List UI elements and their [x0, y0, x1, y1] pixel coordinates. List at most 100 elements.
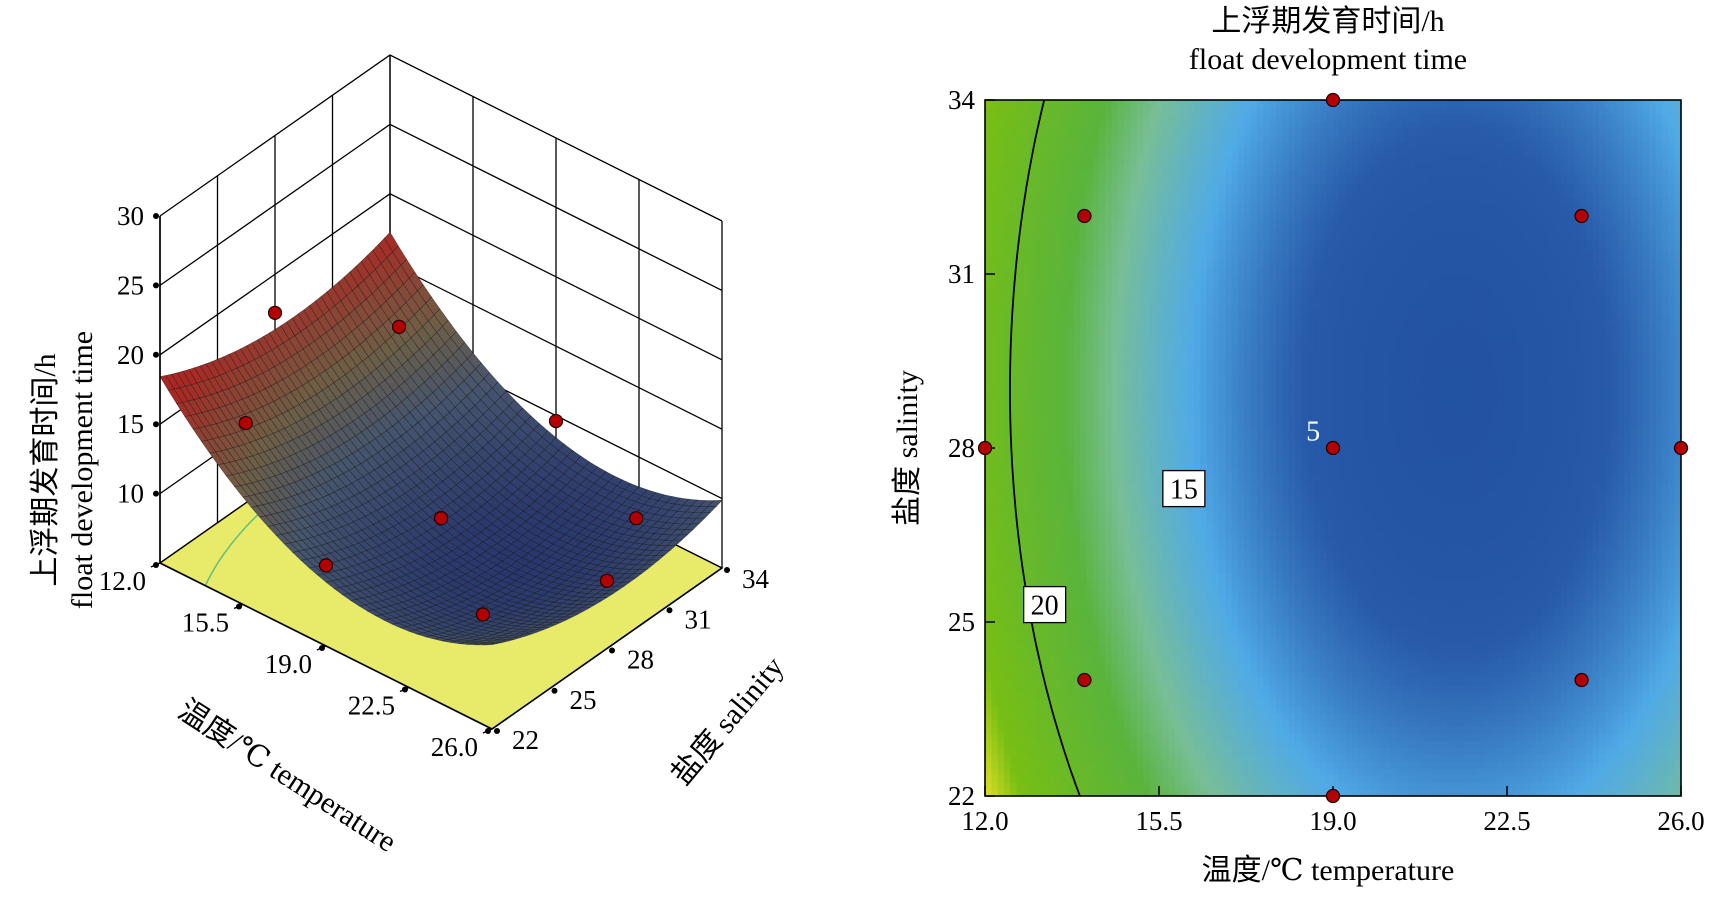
heatmap-cell — [1168, 782, 1175, 790]
heatmap-cell — [1093, 712, 1100, 720]
heatmap-cell — [1048, 490, 1055, 498]
heatmap-cell — [1118, 406, 1125, 414]
heatmap-cell — [1162, 552, 1169, 560]
heatmap-cell — [1105, 114, 1112, 122]
heatmap-cell — [1042, 775, 1049, 783]
heatmap-cell — [985, 511, 992, 519]
heatmap-cell — [1017, 768, 1024, 776]
heatmap-cell — [1105, 733, 1112, 741]
heatmap-cell — [1168, 448, 1175, 456]
heatmap-cell — [1017, 671, 1024, 679]
heatmap-cell — [1093, 692, 1100, 700]
heatmap-cell — [1048, 246, 1055, 254]
heatmap-cell — [1017, 142, 1024, 150]
heatmap-cell — [991, 323, 998, 331]
heatmap-cell — [1029, 712, 1036, 720]
heatmap-cell — [1118, 504, 1125, 512]
heatmap-cell — [1048, 504, 1055, 512]
heatmap-cell — [991, 712, 998, 720]
heatmap-cell — [1036, 281, 1043, 289]
heatmap-cell — [1017, 587, 1024, 595]
contour-title-cn: 上浮期发育时间/h — [1211, 5, 1444, 38]
heatmap-cell — [1029, 288, 1036, 296]
heatmap-cell — [1162, 288, 1169, 296]
heatmap-cell — [1004, 469, 1011, 477]
heatmap-cell — [1074, 358, 1081, 366]
heatmap-cell — [1004, 678, 1011, 686]
heatmap-cell — [1074, 636, 1081, 644]
heatmap-cell — [1048, 476, 1055, 484]
heatmap-cell — [1023, 733, 1030, 741]
heatmap-cell — [1156, 204, 1163, 212]
heatmap-cell — [1105, 399, 1112, 407]
heatmap-cell — [1061, 218, 1068, 226]
heatmap-cell — [1036, 497, 1043, 505]
heatmap-cell — [1036, 190, 1043, 198]
heatmap-cell — [1150, 121, 1157, 129]
heatmap-cell — [985, 149, 992, 157]
heatmap-cell — [1061, 330, 1068, 338]
heatmap-cell — [1017, 699, 1024, 707]
heatmap-cell — [1086, 657, 1093, 665]
heatmap-cell — [998, 288, 1005, 296]
heatmap-cell — [1042, 545, 1049, 553]
heatmap-cell — [1029, 364, 1036, 372]
heatmap-cell — [1105, 392, 1112, 400]
heatmap-cell — [1042, 364, 1049, 372]
heatmap-cell — [1162, 135, 1169, 143]
heatmap-cell — [1131, 448, 1138, 456]
heatmap-cell — [1112, 580, 1119, 588]
heatmap-cell — [1150, 559, 1157, 567]
heatmap-cell — [1162, 601, 1169, 609]
heatmap-cell — [1093, 100, 1100, 108]
heatmap-cell — [1131, 754, 1138, 762]
heatmap-cell — [1150, 344, 1157, 352]
heatmap-cell — [1143, 622, 1150, 630]
heatmap-cell — [1067, 566, 1074, 574]
heatmap-cell — [1112, 476, 1119, 484]
heatmap-cell — [1023, 225, 1030, 233]
heatmap-cell — [1074, 274, 1081, 282]
heatmap-cell — [1112, 469, 1119, 477]
heatmap-cell — [1143, 643, 1150, 651]
heatmap-cell — [1181, 545, 1188, 553]
heatmap-cell — [1067, 559, 1074, 567]
heatmap-cell — [991, 559, 998, 567]
heatmap-cell — [1137, 664, 1144, 672]
heatmap-cell — [1086, 504, 1093, 512]
heatmap-cell — [1061, 712, 1068, 720]
heatmap-cell — [1099, 371, 1106, 379]
heatmap-cell — [1137, 615, 1144, 623]
heatmap-cell — [1061, 490, 1068, 498]
heatmap-cell — [1137, 385, 1144, 393]
heatmap-cell — [1074, 163, 1081, 171]
heatmap-cell — [1131, 225, 1138, 233]
heatmap-cell — [998, 441, 1005, 449]
heatmap-cell — [1004, 107, 1011, 115]
heatmap-cell — [1093, 573, 1100, 581]
heatmap-cell — [1105, 552, 1112, 560]
heatmap-cell — [1099, 163, 1106, 171]
heatmap-cell — [1093, 190, 1100, 198]
heatmap-cell — [1150, 295, 1157, 303]
heatmap-cell — [1175, 636, 1182, 644]
heatmap-cell — [1074, 726, 1081, 734]
heatmap-cell — [1105, 462, 1112, 470]
heatmap-cell — [1023, 685, 1030, 693]
heatmap-cell — [1112, 775, 1119, 783]
heatmap-cell — [1042, 462, 1049, 470]
heatmap-cell — [1118, 364, 1125, 372]
heatmap-cell — [1112, 761, 1119, 769]
heatmap-cell — [1175, 552, 1182, 560]
heatmap-cell — [1086, 476, 1093, 484]
heatmap-cell — [1143, 657, 1150, 665]
heatmap-cell — [1010, 107, 1017, 115]
heatmap-cell — [1067, 351, 1074, 359]
heatmap-cell — [1105, 615, 1112, 623]
heatmap-cell — [1004, 712, 1011, 720]
heatmap-cell — [1067, 504, 1074, 512]
heatmap-cell — [1162, 392, 1169, 400]
heatmap-cell — [1042, 232, 1049, 240]
heatmap-cell — [1099, 636, 1106, 644]
heatmap-cell — [1143, 706, 1150, 714]
